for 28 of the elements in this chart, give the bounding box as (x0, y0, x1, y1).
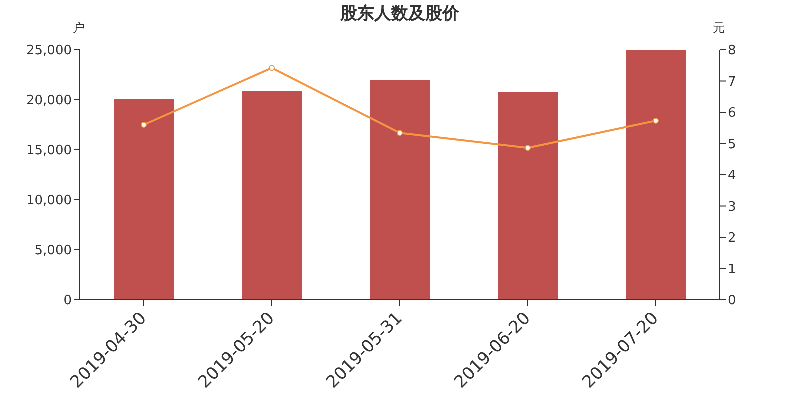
point (141, 122, 147, 128)
y-tick-label: 20,000 (26, 94, 72, 109)
y-tick-label: 10,000 (26, 194, 72, 209)
bar (498, 92, 558, 300)
y2-tick-label: 7 (728, 74, 736, 90)
y2-tick-label: 6 (728, 106, 736, 122)
y2-tick-label: 3 (728, 200, 736, 215)
bar (242, 91, 302, 300)
bar (114, 99, 174, 300)
y2-tick-label: 0 (728, 294, 736, 309)
chart-title: 股东人数及股价 (340, 4, 460, 24)
y-tick-label: 5,000 (34, 244, 72, 259)
point (269, 65, 275, 72)
y2-axis-title: 元 (713, 20, 725, 37)
y2-tick-label: 2 (728, 231, 736, 246)
bar (370, 80, 430, 300)
point (525, 145, 531, 152)
y-axis-title: 户 (73, 20, 85, 37)
y2-tick-label: 5 (728, 137, 736, 152)
y-tick-label: 25,000 (26, 44, 72, 59)
y2-tick-label: 8 (728, 44, 736, 59)
y2-tick-label: 4 (728, 168, 736, 184)
y2-tick-label: 1 (728, 262, 736, 278)
y-tick-label: 15,000 (26, 144, 72, 159)
y-tick-label: 0 (64, 294, 72, 309)
point (653, 118, 659, 124)
point (397, 130, 403, 136)
bar (626, 50, 686, 300)
